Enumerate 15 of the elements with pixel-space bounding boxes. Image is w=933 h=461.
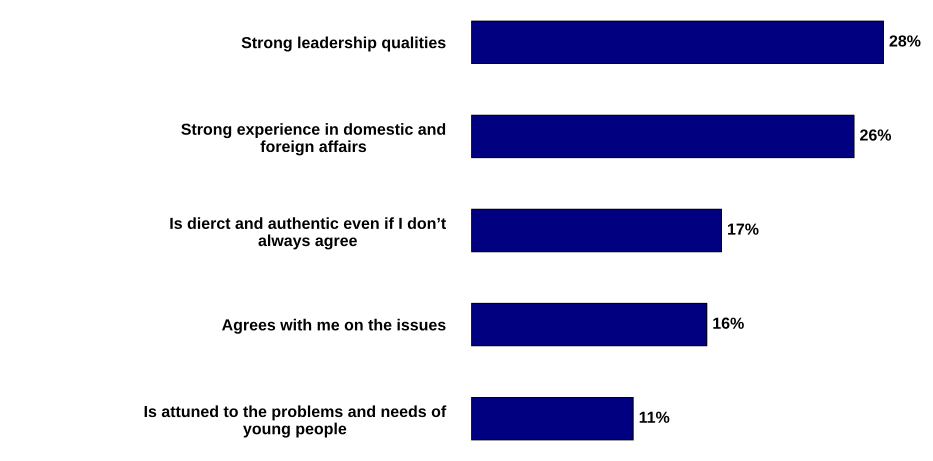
y-tick-label: Is attuned to the problems and needs of young people [144,405,446,438]
bar [471,302,708,346]
data-label: 17% [728,224,759,235]
y-tick-label: Strong experience in domestic and foreign affairs [181,123,446,156]
data-label: 11% [640,412,670,423]
bar [471,208,722,252]
bar [471,396,634,440]
y-tick-label: Strong leadership qualities [242,36,446,52]
data-label: 16% [713,318,744,329]
bar [471,20,884,64]
y-tick-label: Is dierct and authentic even if I don’t always agree [170,217,446,250]
y-tick-label: Agrees with me on the issues [222,318,446,334]
bar [471,114,855,158]
data-label: 28% [890,35,921,47]
data-label: 26% [860,129,892,141]
